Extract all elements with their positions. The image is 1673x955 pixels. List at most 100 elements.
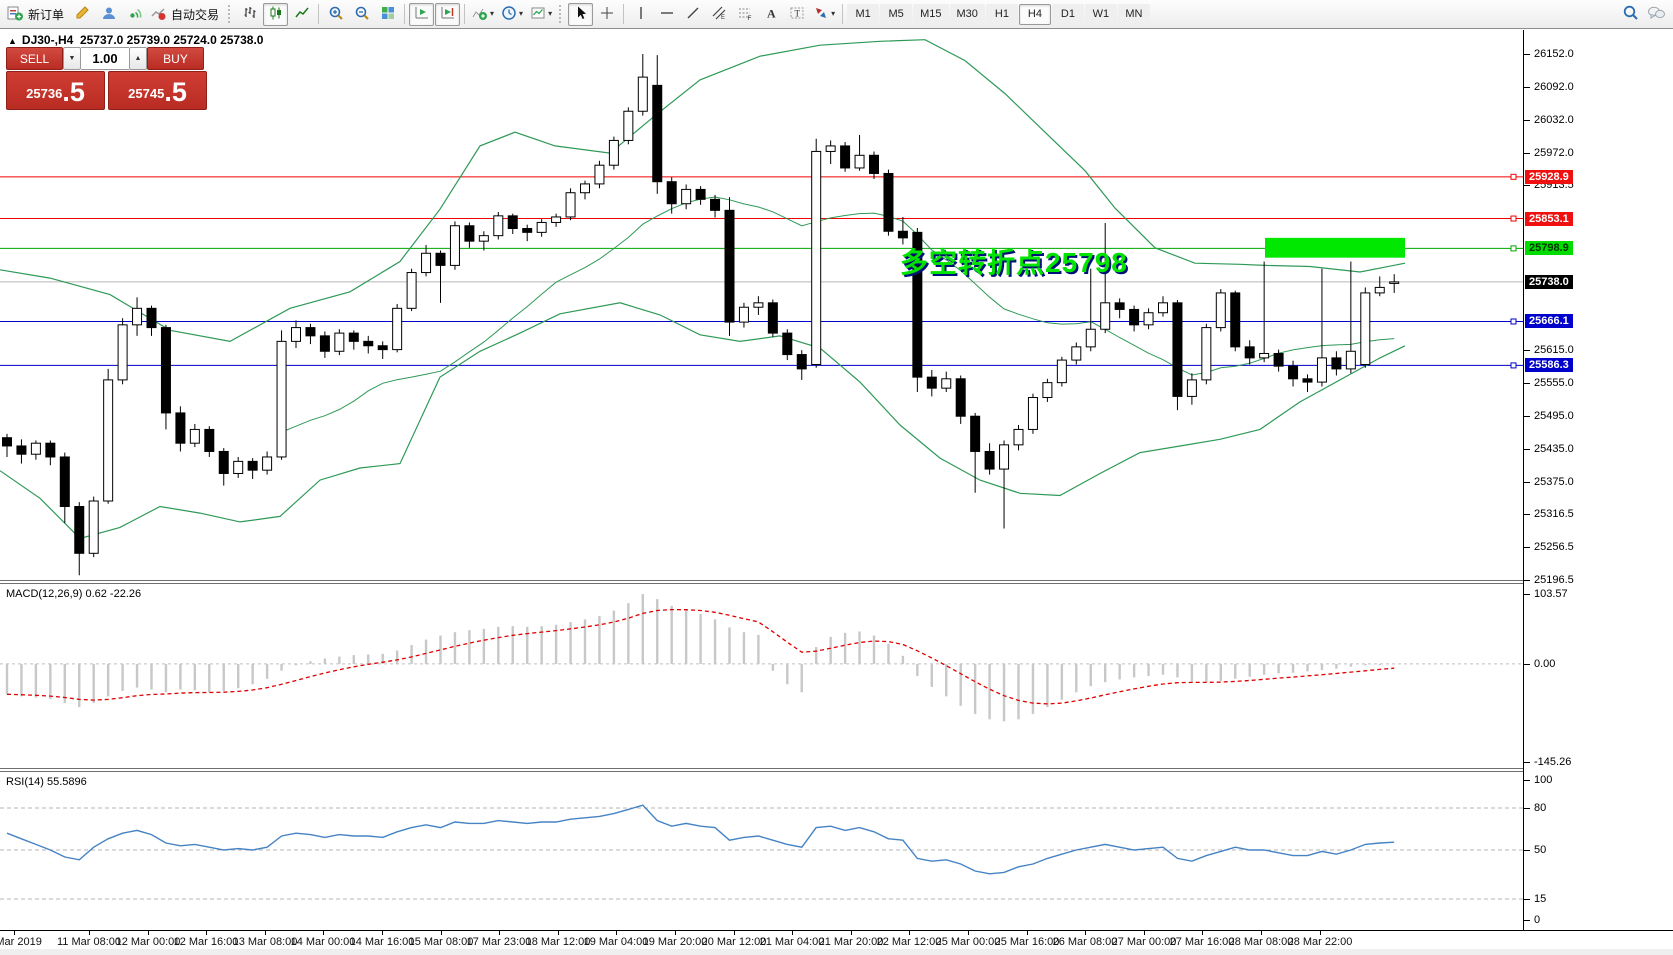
axis-tick: [1524, 448, 1530, 450]
buy-price-frac: .5: [164, 77, 187, 107]
channel-button[interactable]: E: [706, 3, 731, 26]
level-price-badge: 25586.3: [1525, 358, 1573, 373]
highlighter-button[interactable]: [70, 3, 95, 26]
auto-scroll-button[interactable]: [409, 2, 435, 26]
auto-trading-button-label: 自动交易: [171, 7, 220, 22]
cursor-button[interactable]: [568, 2, 594, 26]
arrows-button[interactable]: ▾: [810, 3, 838, 26]
price-tick-label: 25615.0: [1534, 343, 1574, 356]
community-button[interactable]: [96, 3, 121, 26]
time-label: 18 Mar 12:00: [525, 936, 591, 948]
crosshair-button[interactable]: [594, 3, 619, 26]
zoom-out-button[interactable]: [349, 3, 374, 26]
channel-icon: E: [711, 5, 727, 24]
sell-button[interactable]: SELL: [6, 47, 63, 70]
pivot-annotation-text[interactable]: 多空转折点25798: [900, 247, 1128, 278]
time-label: 21 Mar 04:00: [759, 936, 825, 948]
timeframe-M30[interactable]: M30: [949, 3, 985, 25]
horizontal-line-button[interactable]: [654, 3, 679, 26]
auto-trading-button[interactable]: 自动交易: [148, 3, 224, 26]
time-label: 22 Mar 12:00: [876, 936, 942, 948]
pane-splitter-main-macd[interactable]: [0, 580, 1673, 584]
search-button[interactable]: [1618, 3, 1643, 26]
time-tick: [734, 931, 735, 935]
bar-chart-icon: [242, 5, 258, 24]
vertical-line-button[interactable]: [628, 3, 653, 26]
price-axis[interactable]: 26152.0 26092.0 26032.0 25972.0 25913.5 25615…: [1524, 30, 1673, 930]
zoom-in-icon: [328, 5, 344, 24]
text-button[interactable]: A: [758, 3, 783, 26]
text-label-button[interactable]: T: [784, 3, 809, 26]
volume-decrease-button[interactable]: ▼: [63, 47, 81, 70]
timeframe-MN[interactable]: MN: [1117, 3, 1150, 25]
timeframe-W1[interactable]: W1: [1084, 3, 1117, 25]
rsi-indicator-label: RSI(14) 55.5896: [6, 776, 87, 788]
time-label: 12 Mar 00:00: [115, 936, 181, 948]
toolbar: 新订单 自动交易 ▾ ▾ ▾ E F A T ▾ M1 M5 M15 M30 H1 H4 D1 W1 MN: [0, 0, 1673, 29]
candlestick-chart-button[interactable]: [263, 2, 289, 26]
line-chart-icon: [294, 5, 310, 24]
trendline-button[interactable]: [680, 3, 705, 26]
toolbar-separator: [318, 4, 320, 24]
time-label: 17 Mar 23:00: [466, 936, 532, 948]
auto-scroll-icon: [414, 5, 430, 24]
ohlc-values: 25737.0 25739.0 25724.0 25738.0: [79, 33, 264, 47]
time-label: 20 Mar 12:00: [701, 936, 767, 948]
level-price-badge: 25928.9: [1525, 169, 1573, 184]
new-order-icon: [7, 5, 24, 24]
chart-shift-icon: [440, 5, 456, 24]
time-label: 27 Mar 16:00: [1169, 936, 1235, 948]
new-order-button[interactable]: 新订单: [4, 3, 69, 26]
chevron-down-icon: ▾: [831, 9, 836, 18]
macd-scale-zero: 0.00: [1534, 657, 1556, 670]
timeframe-H4[interactable]: H4: [1018, 3, 1051, 25]
chart-shift-button[interactable]: [435, 2, 461, 26]
time-label: 25 Mar 16:00: [994, 936, 1060, 948]
line-chart-button[interactable]: [289, 3, 314, 26]
svg-text:E: E: [721, 15, 725, 21]
buy-button[interactable]: BUY: [147, 47, 204, 70]
volume-input[interactable]: [81, 47, 129, 70]
price-tick-label: 25196.5: [1534, 574, 1574, 586]
buy-price-display[interactable]: 25745.5: [108, 71, 207, 110]
highlight-rectangle: [1265, 237, 1405, 258]
candlestick-icon: [268, 5, 284, 24]
periods-button[interactable]: ▾: [498, 3, 526, 26]
time-tick: [558, 931, 559, 935]
time-tick: [1261, 931, 1262, 935]
macd-pane-canvas[interactable]: [0, 584, 1523, 768]
axis-tick: [1524, 580, 1530, 581]
indicators-button[interactable]: ▾: [469, 3, 497, 26]
timeframe-D1[interactable]: D1: [1051, 3, 1084, 25]
toolbar-separator: [623, 4, 625, 24]
time-tick: [851, 931, 852, 935]
time-tick: [675, 931, 676, 935]
current-price-badge: 25738.0: [1525, 274, 1573, 289]
time-label: 25 Mar 00:00: [935, 936, 1001, 948]
collapse-panel-icon[interactable]: ▲: [8, 36, 17, 46]
chat-button[interactable]: [1644, 3, 1669, 26]
timeframe-M1[interactable]: M1: [847, 3, 880, 25]
time-label: 13 Mar 08:00: [232, 936, 298, 948]
axis-tick: [1524, 415, 1530, 417]
rsi-pane-canvas[interactable]: [0, 772, 1523, 930]
sell-price-display[interactable]: 25736.5: [6, 71, 105, 110]
time-tick: [382, 931, 383, 935]
price-tick-label: 25495.0: [1534, 409, 1574, 422]
zoom-in-button[interactable]: [323, 3, 348, 26]
pane-splitter-macd-rsi[interactable]: [0, 768, 1673, 772]
time-tick: [89, 931, 90, 935]
timeframe-H1[interactable]: H1: [985, 3, 1018, 25]
tile-windows-button[interactable]: [375, 3, 400, 26]
timeframe-M5[interactable]: M5: [880, 3, 913, 25]
price-tick-label: 25972.0: [1534, 147, 1574, 160]
templates-button[interactable]: ▾: [527, 3, 555, 26]
bar-chart-button[interactable]: [237, 3, 262, 26]
signals-button[interactable]: [122, 3, 147, 26]
fibonacci-button[interactable]: F: [732, 3, 757, 26]
timeframe-M15[interactable]: M15: [913, 3, 949, 25]
main-chart-canvas[interactable]: [0, 30, 1523, 580]
volume-increase-button[interactable]: ▲: [129, 47, 147, 70]
